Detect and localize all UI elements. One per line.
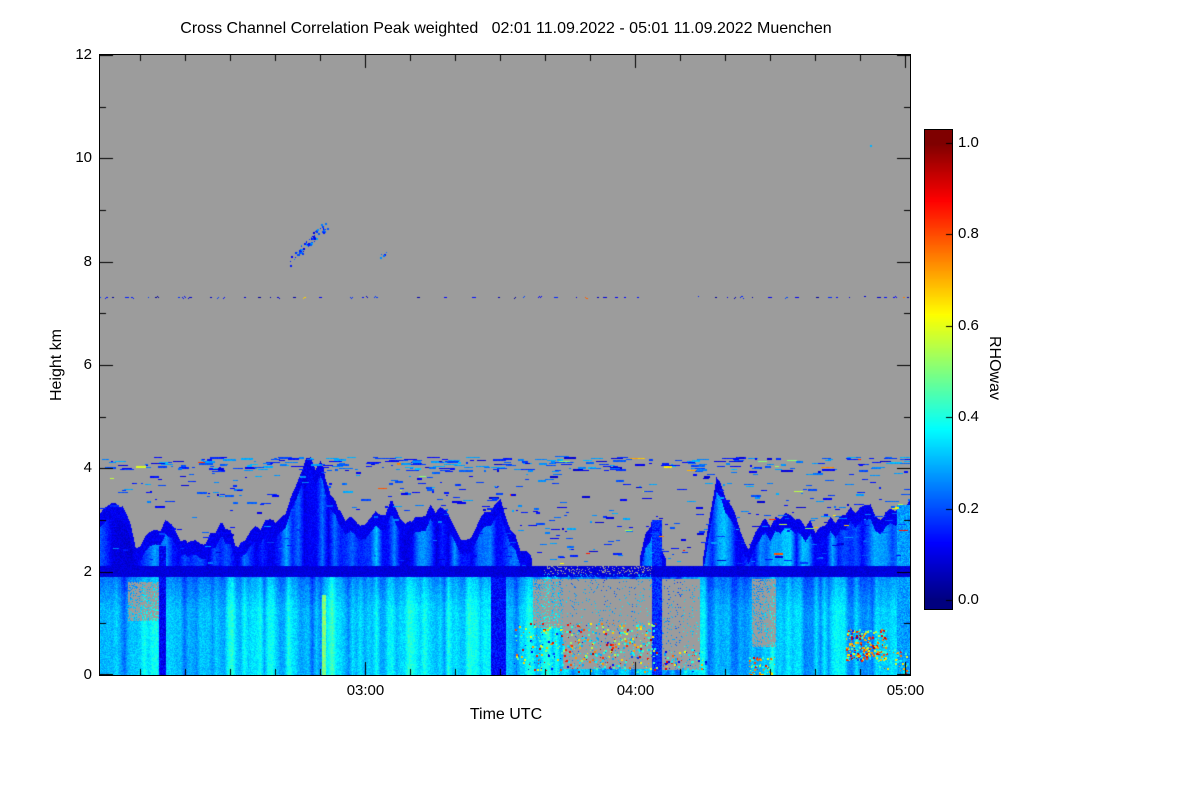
y-tick-label: 6	[83, 356, 92, 373]
x-axis-label: Time UTC	[469, 706, 543, 723]
y-tick-label: 0	[83, 666, 92, 683]
x-tick-label: 05:00	[886, 682, 925, 699]
x-tick-label: 04:00	[616, 682, 655, 699]
colorbar-tick-label: 0.0	[958, 591, 979, 608]
colorbar-tick-label: 0.6	[958, 316, 979, 334]
y-tick-label: 4	[83, 459, 92, 477]
colorbar-tick-label: 0.2	[958, 499, 979, 517]
y-tick-label: 2	[83, 562, 92, 580]
colorbar-title: RHOwav	[986, 335, 1003, 401]
colorbar-tick-label: 1.0	[958, 134, 979, 151]
colorbar	[924, 129, 953, 610]
x-tick-label: 03:00	[346, 682, 385, 699]
y-tick-label: 8	[83, 252, 92, 270]
plot-area	[99, 54, 911, 676]
colorbar-tick-label: 0.4	[958, 408, 979, 426]
y-tick-label: 10	[75, 149, 92, 167]
heatmap-canvas	[100, 55, 910, 675]
colorbar-gradient	[925, 130, 952, 609]
y-tick-label: 12	[75, 46, 92, 63]
colorbar-tick-label: 0.8	[958, 225, 979, 243]
chart-title: Cross Channel Correlation Peak weighted …	[180, 20, 832, 37]
